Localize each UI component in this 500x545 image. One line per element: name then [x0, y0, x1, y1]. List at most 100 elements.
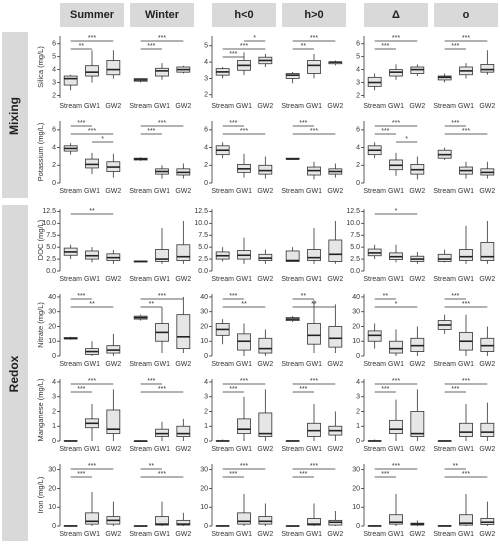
y-axis-label: Silica (mg/L): [36, 46, 45, 88]
x-tick-label: Stream: [281, 361, 304, 368]
y-tick-label: 20: [200, 323, 208, 330]
y-tick-label: 20: [352, 485, 360, 492]
y-tick-label: 10.0: [42, 220, 56, 227]
y-tick-label: 10.0: [346, 220, 360, 227]
x-tick-label: GW2: [479, 531, 495, 538]
significance-label: ***: [158, 120, 166, 127]
x-tick-label: GW2: [105, 446, 121, 453]
x-tick-label: GW1: [84, 361, 100, 368]
y-tick-label: 1: [204, 423, 208, 430]
significance-label: **: [301, 293, 307, 300]
y-axis-label: Nitrate (mg/L): [36, 302, 45, 348]
significance-label: *: [395, 208, 398, 215]
significance-label: **: [241, 301, 247, 308]
x-tick-label: Stream: [211, 188, 234, 195]
x-tick-label: GW2: [327, 361, 343, 368]
significance-label: **: [149, 463, 155, 470]
significance-label: **: [453, 463, 459, 470]
y-tick-label: 1: [356, 423, 360, 430]
x-tick-label: GW1: [458, 446, 474, 453]
x-tick-label: GW2: [105, 188, 121, 195]
y-tick-label: 4: [52, 66, 56, 73]
y-tick-label: 7.5: [350, 232, 360, 239]
significance-label: ***: [392, 378, 400, 385]
group-label: Redox: [7, 355, 21, 392]
significance-label: ***: [451, 43, 459, 50]
x-tick-label: GW1: [388, 531, 404, 538]
x-tick-label: GW2: [327, 531, 343, 538]
strip-box: [60, 3, 124, 27]
x-tick-label: GW2: [257, 361, 273, 368]
y-tick-label: 5.0: [350, 244, 360, 251]
x-tick-label: GW1: [306, 103, 322, 110]
significance-label: **: [79, 43, 85, 50]
x-tick-label: GW2: [257, 276, 273, 283]
y-tick-label: 30: [352, 309, 360, 316]
y-tick-label: 12.5: [194, 208, 208, 215]
y-tick-label: 2.5: [198, 256, 208, 263]
significance-label: ***: [451, 386, 459, 393]
y-tick-label: 4: [204, 379, 208, 386]
box: [237, 512, 251, 525]
y-tick-label: 0.0: [46, 268, 56, 275]
y-tick-label: 0: [356, 438, 360, 445]
x-tick-label: Stream: [59, 361, 82, 368]
x-tick-label: GW2: [257, 103, 273, 110]
x-tick-label: GW1: [236, 446, 252, 453]
significance-label: ***: [88, 35, 96, 42]
x-tick-label: Stream: [433, 531, 456, 538]
y-tick-label: 6: [204, 127, 208, 134]
y-axis-label: Manganese (mg/L): [36, 378, 45, 441]
significance-label: ***: [392, 463, 400, 470]
x-tick-label: Stream: [129, 446, 152, 453]
y-tick-label: 4: [204, 59, 208, 66]
box: [106, 60, 121, 76]
y-tick-label: 10: [200, 504, 208, 511]
significance-label: ***: [229, 51, 237, 58]
y-tick-label: 12.5: [346, 208, 360, 215]
significance-label: ***: [310, 35, 318, 42]
y-tick-label: 40: [48, 294, 56, 301]
y-tick-label: 2: [204, 92, 208, 99]
x-tick-label: GW2: [105, 361, 121, 368]
y-axis-label: Potassium (mg/L): [36, 122, 45, 181]
box: [85, 158, 99, 169]
x-tick-label: Stream: [59, 531, 82, 538]
x-tick-label: GW2: [105, 103, 121, 110]
significance-label: ***: [462, 128, 470, 135]
y-tick-label: 3: [356, 394, 360, 401]
x-tick-label: Stream: [59, 188, 82, 195]
box: [176, 244, 191, 261]
significance-label: ***: [147, 128, 155, 135]
y-tick-label: 6: [52, 127, 56, 134]
significance-label: ***: [88, 463, 96, 470]
x-tick-label: GW1: [84, 531, 100, 538]
x-tick-label: Stream: [433, 361, 456, 368]
x-tick-label: GW1: [154, 103, 170, 110]
column-label: h<0: [234, 9, 253, 21]
x-tick-label: GW1: [458, 531, 474, 538]
y-tick-label: 10.0: [194, 220, 208, 227]
significance-label: *: [253, 35, 256, 42]
y-tick-label: 20: [48, 485, 56, 492]
x-tick-label: GW1: [236, 531, 252, 538]
box: [410, 411, 425, 437]
x-tick-label: Stream: [129, 361, 152, 368]
box: [155, 67, 169, 77]
significance-label: ***: [462, 471, 470, 478]
x-tick-label: GW2: [327, 276, 343, 283]
significance-label: ***: [381, 128, 389, 135]
significance-label: ***: [77, 120, 85, 127]
box: [85, 512, 99, 525]
box: [328, 326, 343, 348]
significance-label: ***: [240, 43, 248, 50]
y-tick-label: 0: [52, 180, 56, 187]
significance-label: ***: [381, 386, 389, 393]
strip-box: [434, 3, 498, 27]
x-tick-label: Stream: [363, 188, 386, 195]
x-tick-label: GW1: [306, 188, 322, 195]
y-tick-label: 30: [352, 466, 360, 473]
significance-label: ***: [451, 120, 459, 127]
